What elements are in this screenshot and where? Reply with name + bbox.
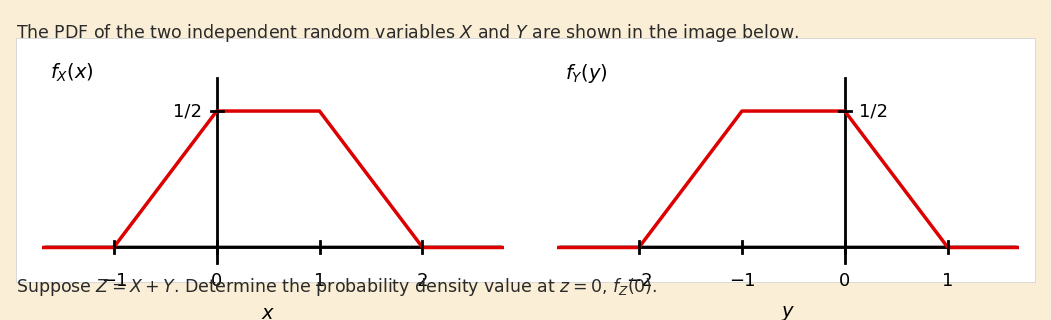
Text: 1: 1	[942, 271, 953, 290]
Text: The PDF of the two independent random variables $X$ and $Y$ are shown in the ima: The PDF of the two independent random va…	[16, 22, 799, 44]
Text: −2: −2	[626, 271, 653, 290]
Text: 1: 1	[314, 271, 325, 290]
Text: $x$: $x$	[261, 304, 275, 320]
Text: 2: 2	[416, 271, 428, 290]
Text: −1: −1	[101, 271, 127, 290]
Text: −1: −1	[728, 271, 756, 290]
Text: 1/2: 1/2	[173, 102, 203, 120]
Text: 0: 0	[211, 271, 223, 290]
Text: $f_X(x)$: $f_X(x)$	[50, 62, 95, 84]
Text: 0: 0	[839, 271, 850, 290]
Text: 1/2: 1/2	[859, 102, 888, 120]
Text: $y$: $y$	[781, 304, 796, 320]
Text: $f_Y(y)$: $f_Y(y)$	[565, 62, 609, 85]
Text: Suppose $Z = X + Y$. Determine the probability density value at $z = 0$, $f_Z(0): Suppose $Z = X + Y$. Determine the proba…	[16, 276, 657, 298]
